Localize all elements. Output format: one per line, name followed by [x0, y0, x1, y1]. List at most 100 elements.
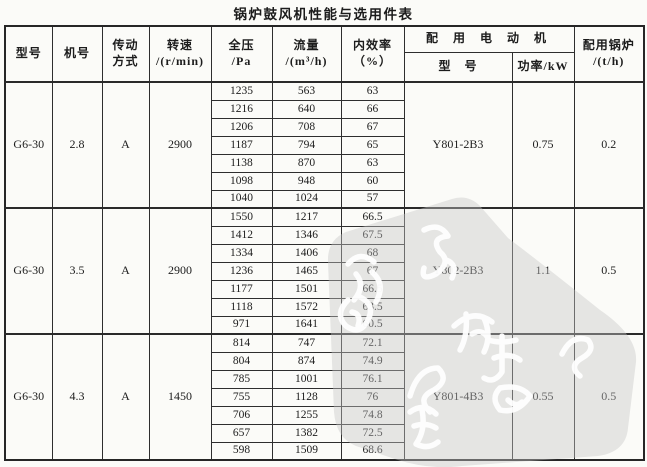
header-line-1: 传动 [112, 38, 139, 53]
cell-pressure: 785 [210, 369, 273, 389]
header-line-2: （%） [352, 54, 392, 68]
page-title: 锅炉鼓风机性能与选用件表 [233, 7, 414, 22]
cell-efficiency: 68 [340, 243, 405, 263]
cell-flow: 1382 [271, 423, 342, 443]
cell-pressure: 706 [210, 405, 273, 425]
col-header-motor-power: 功率/kW [511, 51, 575, 83]
cell-efficiency: 76 [340, 387, 405, 407]
cell-efficiency: 76.1 [340, 369, 405, 389]
header-line-2: /(r/min) [156, 54, 204, 68]
cell-flow: 1024 [271, 189, 342, 209]
cell-speed: 1450 [148, 333, 212, 461]
cell-speed: 2900 [148, 81, 212, 209]
cell-flow: 1255 [271, 405, 342, 425]
data-row: 706 1255 74.8 [5, 405, 644, 425]
cell-pressure: 1235 [210, 81, 273, 101]
data-row: G6-30 3.5 A 2900 1550 1217 66.5 Y802-2B3 1.1 0.5 [4, 207, 645, 335]
data-row: 1187 794 65 [5, 135, 644, 155]
table-header: 型号 机号 传动 方式 转速 /(r/min) 全压 /Pa 流量 /(m³/h… [4, 25, 645, 83]
cell-efficiency: 74.9 [340, 351, 405, 371]
cell-efficiency: 60 [340, 171, 405, 191]
cell-pressure: 657 [210, 423, 273, 443]
data-row: 785 1001 76.1 [5, 369, 644, 389]
cell-flow: 640 [271, 99, 342, 119]
col-header-boiler: 配用锅炉 /(t/h) [573, 25, 645, 83]
col-header-flow: 流量 /(m³/h) [271, 25, 342, 83]
cell-pressure: 755 [210, 387, 273, 407]
cell-flow: 1509 [271, 441, 342, 461]
col-header-model: 型号 [4, 25, 53, 83]
data-row: 971 1641 60.5 [5, 315, 644, 335]
cell-flow: 870 [271, 153, 342, 173]
cell-flow: 1001 [271, 369, 342, 389]
cell-boiler: 0.2 [573, 81, 645, 209]
data-row: 598 1509 68.6 [5, 441, 644, 461]
header-line-1: 流量 [293, 38, 320, 53]
header-line-1: 全压 [228, 38, 255, 53]
cell-boiler: 0.5 [573, 333, 645, 461]
cell-pressure: 804 [210, 351, 273, 371]
header-row-1: 型号 机号 传动 方式 转速 /(r/min) 全压 /Pa 流量 /(m³/h… [4, 25, 645, 83]
header-line-1: 转速 [166, 38, 193, 53]
cell-drive: A [101, 333, 150, 461]
header-line-2: /(t/h) [593, 54, 625, 68]
header-line-2: /(m³/h) [285, 54, 328, 68]
data-row: 755 1128 76 [5, 387, 644, 407]
cell-flow: 794 [271, 135, 342, 155]
data-row: 1412 1346 67.5 [5, 225, 644, 245]
cell-pressure: 1187 [210, 135, 273, 155]
header-line-2: 方式 [112, 54, 139, 68]
cell-efficiency: 67.5 [340, 225, 405, 245]
cell-efficiency: 63 [340, 153, 405, 173]
cell-motor-model: Y801-2B3 [403, 81, 513, 209]
cell-machine-no: 3.5 [51, 207, 103, 335]
cell-pressure: 1216 [210, 99, 273, 119]
data-row: G6-30 4.3 A 1450 814 747 72.1 Y801-4B3 0.55 0.5 [4, 333, 645, 461]
cell-pressure: 1236 [210, 261, 273, 281]
cell-model: G6-30 [4, 207, 53, 335]
cell-efficiency: 74.8 [340, 405, 405, 425]
fan-performance-table: 型号 机号 传动 方式 转速 /(r/min) 全压 /Pa 流量 /(m³/h… [4, 25, 646, 461]
cell-efficiency: 72.1 [340, 333, 405, 353]
cell-pressure: 1138 [210, 153, 273, 173]
cell-pressure: 1040 [210, 189, 273, 209]
cell-efficiency: 66.5 [340, 207, 405, 227]
cell-flow: 874 [271, 351, 342, 371]
cell-motor-model: Y802-2B3 [403, 207, 513, 335]
cell-flow: 948 [271, 171, 342, 191]
cell-efficiency: 60.5 [340, 315, 405, 335]
cell-model: G6-30 [4, 333, 53, 461]
data-row: G6-30 2.8 A 2900 1235 563 63 Y801-2B3 0.75 0.2 [4, 81, 645, 209]
cell-efficiency: 63.5 [340, 297, 405, 317]
cell-machine-no: 4.3 [51, 333, 103, 461]
cell-speed: 2900 [148, 207, 212, 335]
col-header-motor-model: 型 号 [403, 51, 513, 83]
cell-motor-model: Y801-4B3 [403, 333, 513, 461]
cell-efficiency: 72.5 [340, 423, 405, 443]
cell-efficiency: 57 [340, 189, 405, 209]
table-body: G6-30 2.8 A 2900 1235 563 63 Y801-2B3 0.75 0.2 121… [4, 81, 645, 461]
header-text: 型号 [15, 46, 42, 61]
cell-pressure: 814 [210, 333, 273, 353]
cell-model: G6-30 [4, 81, 53, 209]
cell-flow: 1641 [271, 315, 342, 335]
header-line-1: 配用锅炉 [582, 38, 635, 53]
cell-flow: 1572 [271, 297, 342, 317]
data-row: 804 874 74.9 [5, 351, 644, 371]
header-line-1: 内效率 [352, 38, 392, 53]
cell-flow: 1465 [271, 261, 342, 281]
col-header-motor-group: 配 用 电 动 机 [403, 25, 575, 53]
col-header-efficiency: 内效率 （%） [340, 25, 405, 83]
cell-drive: A [101, 207, 150, 335]
cell-machine-no: 2.8 [51, 81, 103, 209]
cell-efficiency: 65 [340, 135, 405, 155]
col-header-machine-no: 机号 [51, 25, 103, 83]
cell-efficiency: 66.5 [340, 279, 405, 299]
cell-flow: 1128 [271, 387, 342, 407]
cell-flow: 1346 [271, 225, 342, 245]
cell-efficiency: 67 [340, 261, 405, 281]
cell-motor-power: 0.55 [511, 333, 575, 461]
cell-flow: 563 [271, 81, 342, 101]
col-header-pressure: 全压 /Pa [210, 25, 273, 83]
cell-motor-power: 1.1 [511, 207, 575, 335]
